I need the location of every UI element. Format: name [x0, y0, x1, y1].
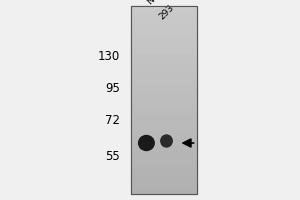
Bar: [130, 6, 196, 194]
Ellipse shape: [161, 135, 172, 147]
Ellipse shape: [139, 136, 154, 151]
Text: 293: 293: [157, 3, 176, 21]
Text: 55: 55: [105, 150, 120, 162]
Text: NCI-H460: NCI-H460: [145, 0, 182, 6]
Text: 130: 130: [98, 49, 120, 62]
Bar: [130, 6, 196, 194]
Text: 95: 95: [105, 82, 120, 95]
Text: 72: 72: [105, 114, 120, 127]
